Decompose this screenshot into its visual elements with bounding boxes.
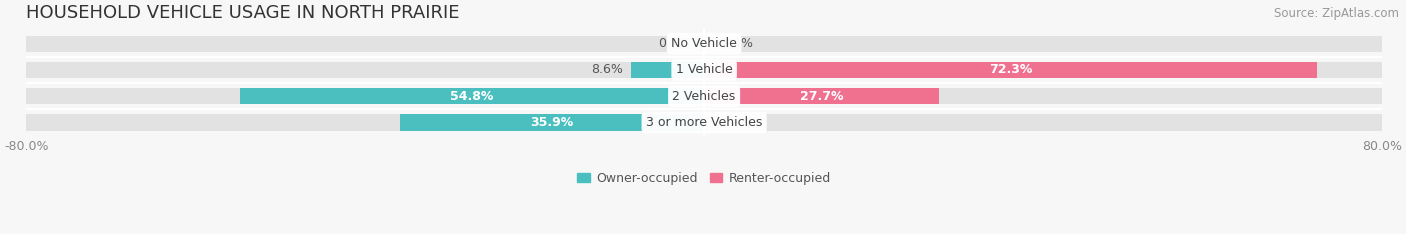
Text: 2 Vehicles: 2 Vehicles [672,90,735,103]
Bar [704,88,939,104]
Text: 1 Vehicle: 1 Vehicle [676,63,733,77]
Text: 0.7%: 0.7% [658,37,690,50]
Bar [27,114,1382,131]
Bar [27,88,1382,104]
Text: 8.6%: 8.6% [591,63,623,77]
Text: 54.8%: 54.8% [450,90,494,103]
Text: No Vehicle: No Vehicle [671,37,737,50]
Text: 3 or more Vehicles: 3 or more Vehicles [645,116,762,129]
Bar [399,114,704,131]
Text: 72.3%: 72.3% [988,63,1032,77]
Text: 27.7%: 27.7% [800,90,844,103]
Bar [631,62,704,78]
Text: 35.9%: 35.9% [530,116,574,129]
Legend: Owner-occupied, Renter-occupied: Owner-occupied, Renter-occupied [572,167,837,190]
Text: HOUSEHOLD VEHICLE USAGE IN NORTH PRAIRIE: HOUSEHOLD VEHICLE USAGE IN NORTH PRAIRIE [27,4,460,22]
Text: 0.0%: 0.0% [721,116,754,129]
Bar [240,88,704,104]
Text: Source: ZipAtlas.com: Source: ZipAtlas.com [1274,7,1399,20]
Bar [699,36,704,52]
Bar [27,62,1382,78]
Text: 0.0%: 0.0% [721,37,754,50]
Bar [27,36,1382,52]
Bar [704,62,1316,78]
